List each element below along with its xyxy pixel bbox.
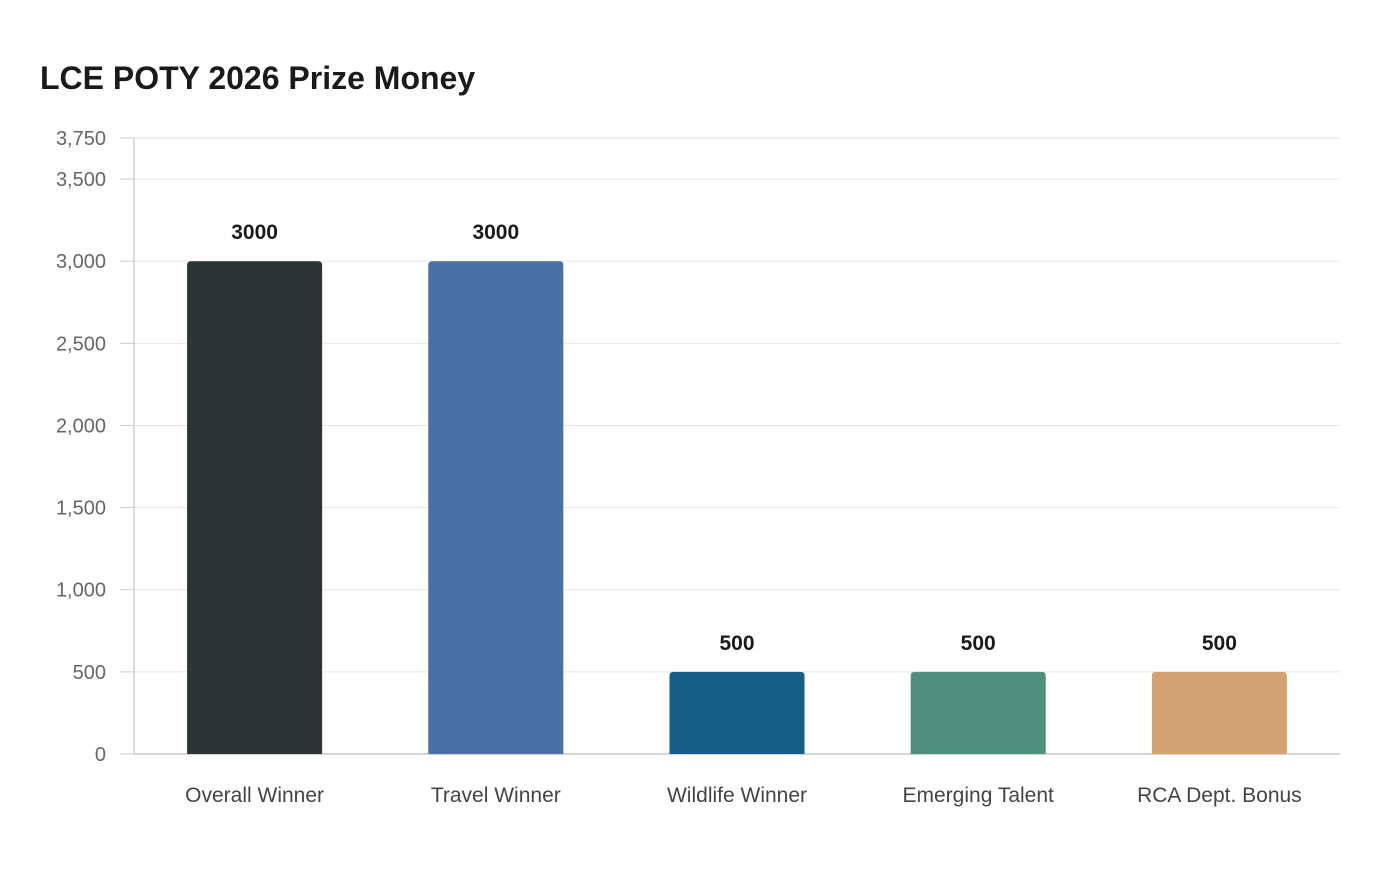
- bar-value-label: 3000: [472, 221, 519, 244]
- y-tick-label: 3,000: [56, 251, 106, 273]
- bar: [428, 261, 564, 754]
- y-axis-ticks: 0 500 1,000 1,500 2,000 2,500 3,000 3,500 3,750: [56, 128, 134, 766]
- x-category-label: Overall Winner: [185, 784, 324, 807]
- y-tick-label: 2,500: [56, 333, 106, 355]
- x-category-label: Emerging Talent: [903, 784, 1055, 807]
- y-tick-label: 1,500: [56, 498, 106, 520]
- y-tick-label: 2,000: [56, 415, 106, 437]
- y-tick-label: 0: [95, 744, 106, 766]
- bar: [669, 671, 805, 754]
- bar: [910, 671, 1046, 754]
- bar: [1151, 671, 1287, 754]
- chart-title: LCE POTY 2026 Prize Money: [40, 60, 476, 96]
- x-axis-categories: Overall Winner Travel Winner Wildlife Winn…: [185, 784, 1302, 807]
- x-category-label: Wildlife Winner: [667, 784, 807, 807]
- bar: [187, 261, 323, 754]
- y-tick-label: 500: [73, 662, 106, 684]
- gridlines: [134, 137, 1340, 673]
- data-labels: 3000 3000 500 500 500: [231, 221, 1237, 655]
- x-category-label: RCA Dept. Bonus: [1137, 784, 1302, 807]
- bar-value-label: 500: [961, 632, 996, 655]
- bar-value-label: 3000: [231, 221, 278, 244]
- bar-value-label: 500: [719, 632, 754, 655]
- bar-value-label: 500: [1202, 632, 1237, 655]
- bars: [187, 261, 1287, 754]
- y-tick-label: 3,500: [56, 169, 106, 191]
- y-tick-label: 1,000: [56, 580, 106, 602]
- x-category-label: Travel Winner: [431, 784, 561, 807]
- y-tick-label: 3,750: [56, 128, 106, 150]
